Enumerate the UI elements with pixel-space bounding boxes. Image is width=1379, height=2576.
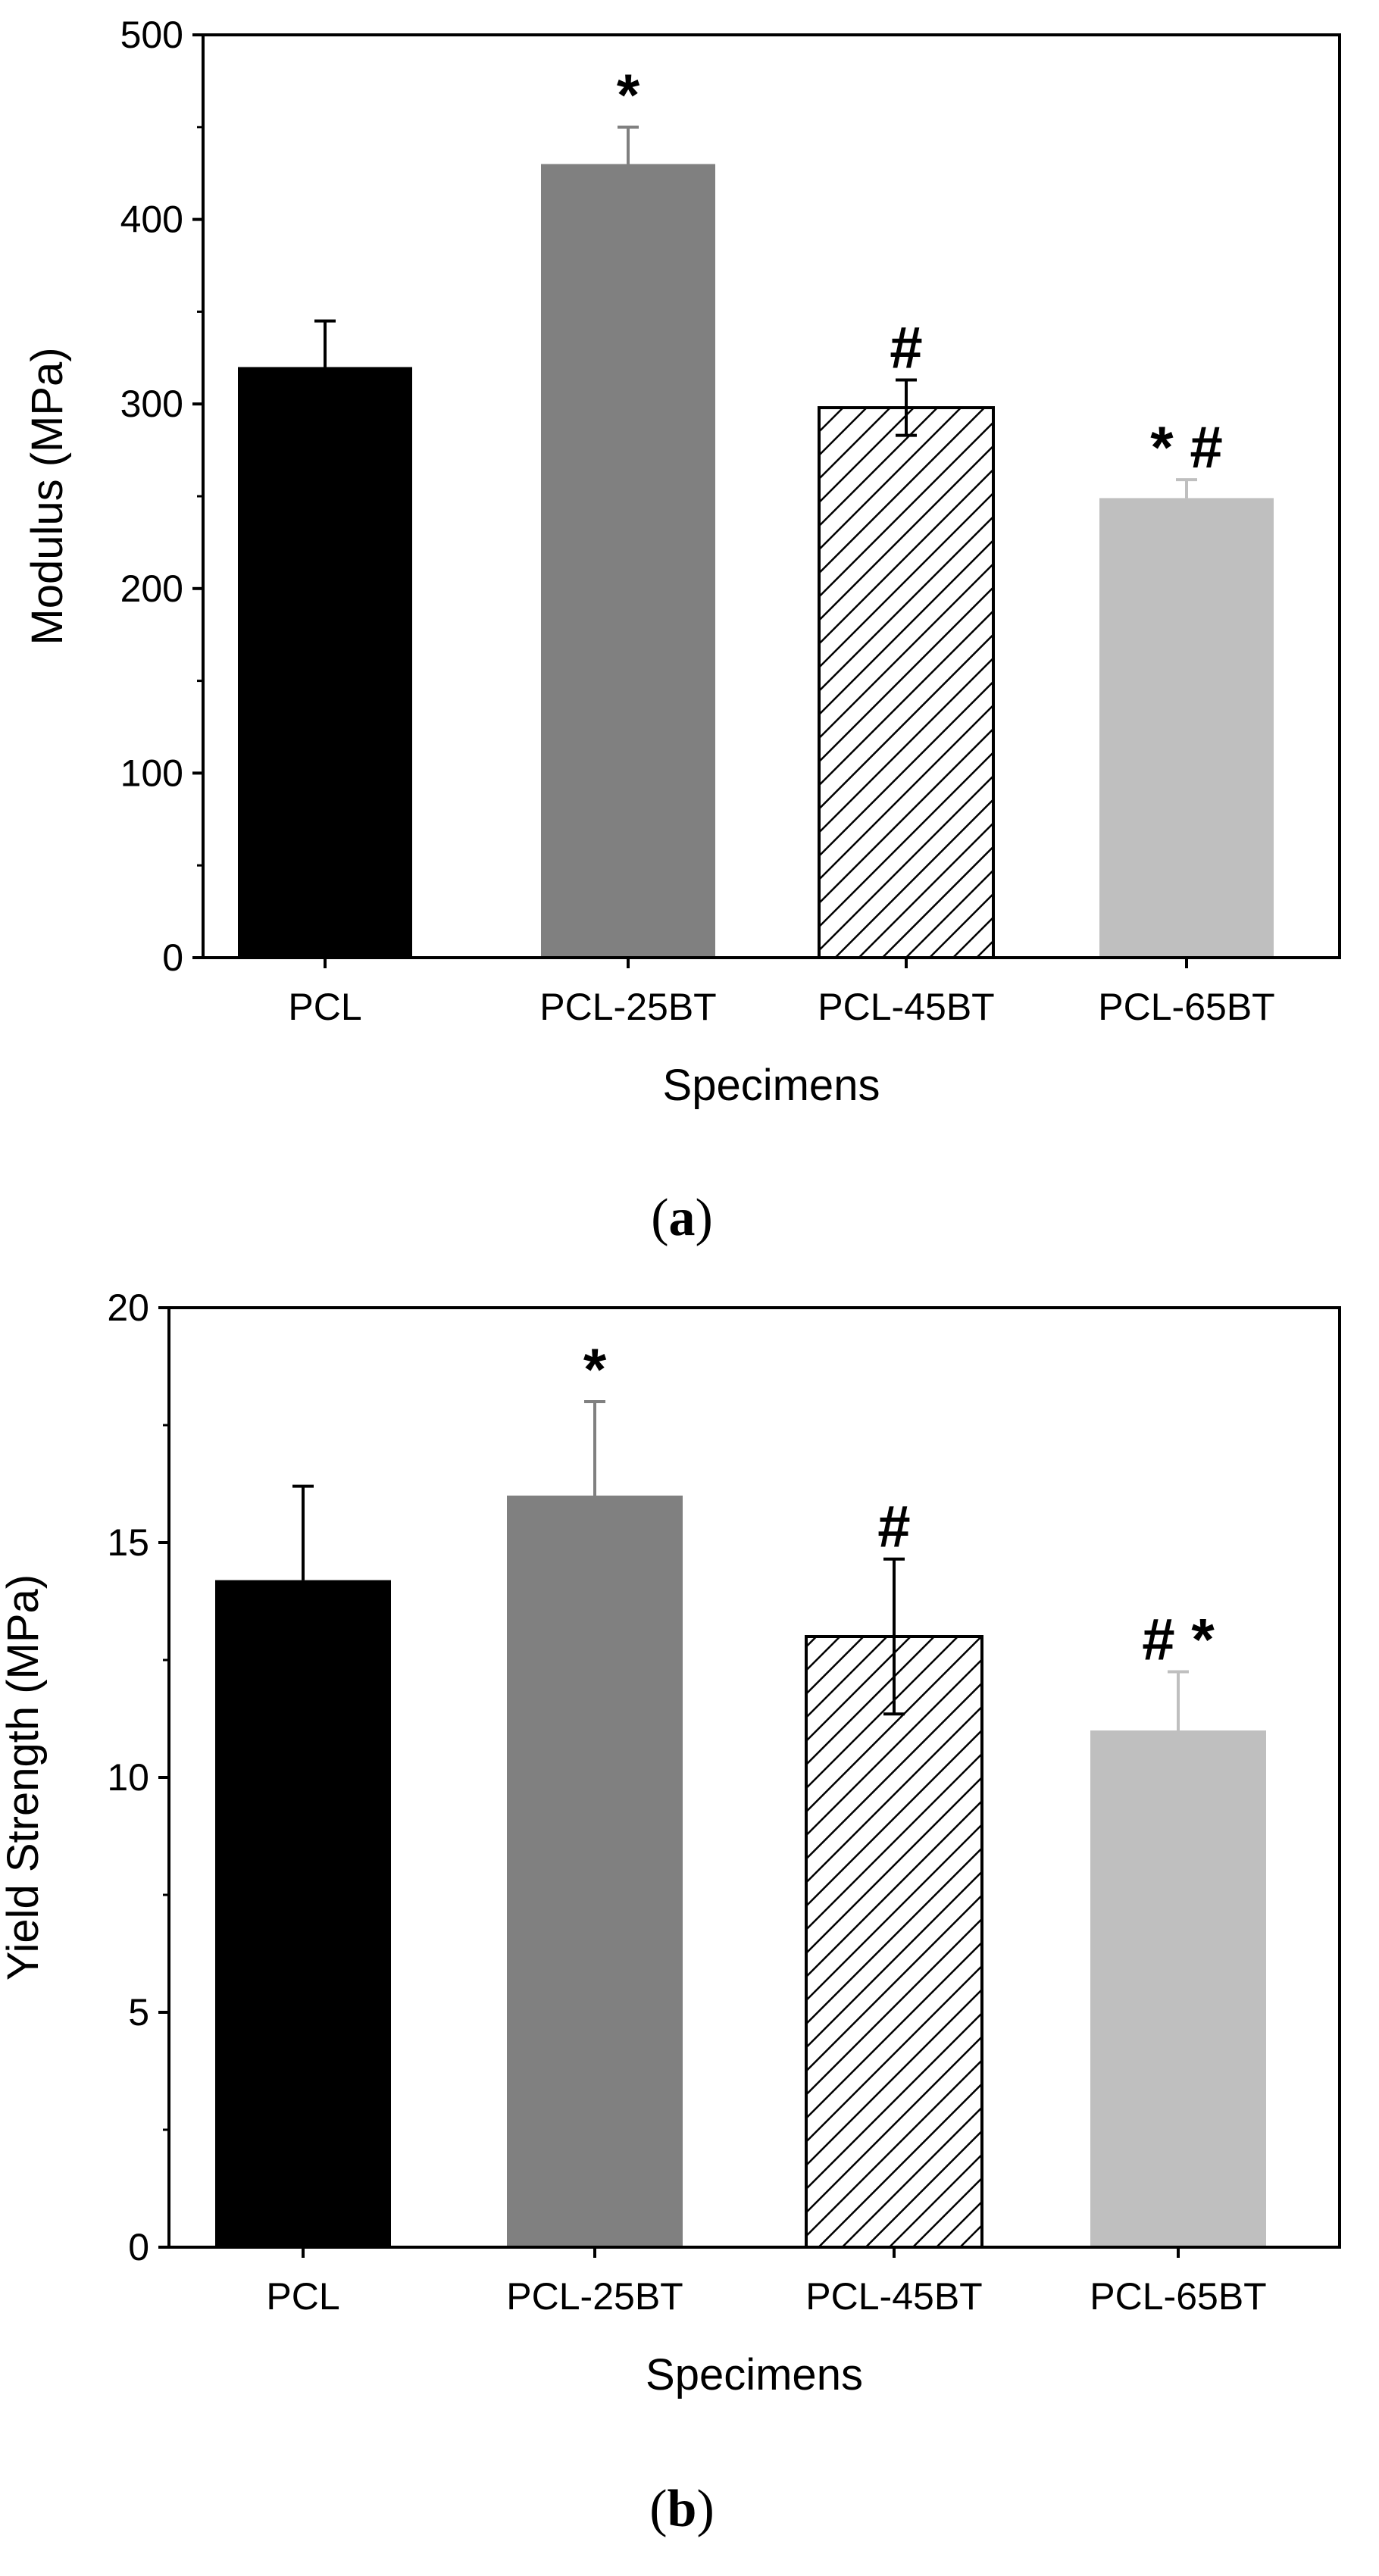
- panel-label-a: (a): [651, 1189, 713, 1247]
- chart-a-bar-pcl-25bt: [541, 164, 715, 958]
- chart-b-error-bar-pcl-65bt: [1168, 1670, 1189, 1730]
- chart-a-y-axis-title: Modulus (MPa): [23, 347, 72, 645]
- chart-b-x-axis-title: Specimens: [646, 2350, 863, 2399]
- chart-a-x-tick-label-pcl-45bt: PCL-45BT: [818, 986, 994, 1028]
- chart-a-bar-pcl: [238, 367, 412, 958]
- chart-a-error-bar-pcl-65bt: [1176, 478, 1197, 499]
- chart-b-x-tick-label-pcl-45bt: PCL-45BT: [805, 2275, 982, 2318]
- chart-b-yield-strength: * # # * 0 5 10 15 20 PCL PCL-25BT PCL-45BT PCL-65BT…: [0, 1286, 1341, 2399]
- chart-b-y-tick-label: 0: [128, 2226, 149, 2268]
- chart-a-bar-pcl-65bt: [1099, 498, 1274, 958]
- chart-a-y-tick-label: 300: [120, 383, 183, 425]
- chart-a-y-tick-label: 100: [120, 752, 183, 794]
- chart-b-y-tick-label: 10: [107, 1756, 149, 1799]
- chart-b-error-bar-pcl-25bt: [584, 1400, 605, 1496]
- chart-a-significance-pcl-25bt: *: [617, 61, 640, 128]
- chart-a-modulus: * # * # 0 100 200 300 400 500 PCL PCL-25BT PCL-45BT…: [23, 14, 1341, 1110]
- chart-a-y-tick-label: 500: [120, 14, 183, 56]
- chart-a-error-bar-pcl-45bt: [896, 378, 917, 437]
- chart-a-x-tick-label-pcl: PCL: [288, 986, 361, 1028]
- chart-b-error-bar-pcl-45bt: [883, 1557, 905, 1716]
- chart-a-x-tick-label-pcl-25bt: PCL-25BT: [539, 986, 716, 1028]
- chart-b-y-tick-label: 20: [107, 1286, 149, 1329]
- chart-a-significance-pcl-45bt: #: [890, 314, 922, 381]
- chart-b-y-tick-label: 5: [128, 1991, 149, 2034]
- chart-b-bar-pcl: [215, 1580, 391, 2247]
- chart-b-significance-pcl-65bt: # *: [1142, 1606, 1215, 1673]
- chart-b-x-tick-label-pcl-65bt: PCL-65BT: [1090, 2275, 1266, 2318]
- chart-a-x-axis-title: Specimens: [663, 1061, 880, 1110]
- chart-a-significance-pcl-65bt: * #: [1150, 414, 1222, 480]
- chart-a-y-tick-label: 200: [120, 567, 183, 610]
- chart-b-significance-pcl-45bt: #: [877, 1493, 910, 1560]
- chart-b-significance-pcl-25bt: *: [583, 1336, 607, 1402]
- chart-b-x-tick-label-pcl: PCL: [266, 2275, 339, 2318]
- chart-a-y-tick-label: 400: [120, 199, 183, 241]
- chart-b-y-tick-label: 15: [107, 1521, 149, 1564]
- chart-b-x-tick-label-pcl-25bt: PCL-25BT: [506, 2275, 683, 2318]
- chart-b-bar-pcl-25bt: [507, 1496, 683, 2247]
- chart-a-error-bar-pcl: [314, 319, 336, 367]
- chart-a-x-tick-label-pcl-65bt: PCL-65BT: [1098, 986, 1274, 1028]
- chart-a-y-tick-label: 0: [162, 936, 183, 979]
- chart-a-error-bar-pcl-25bt: [618, 125, 639, 164]
- chart-b-y-axis-title: Yield Strength (MPa): [0, 1574, 48, 1980]
- chart-b-error-bar-pcl: [292, 1484, 314, 1580]
- chart-a-bar-pcl-45bt: [818, 406, 995, 959]
- chart-b-bar-pcl-65bt: [1090, 1730, 1266, 2247]
- chart-b-bar-pcl-45bt: [805, 1635, 983, 2249]
- panel-label-b: (b): [649, 2480, 715, 2538]
